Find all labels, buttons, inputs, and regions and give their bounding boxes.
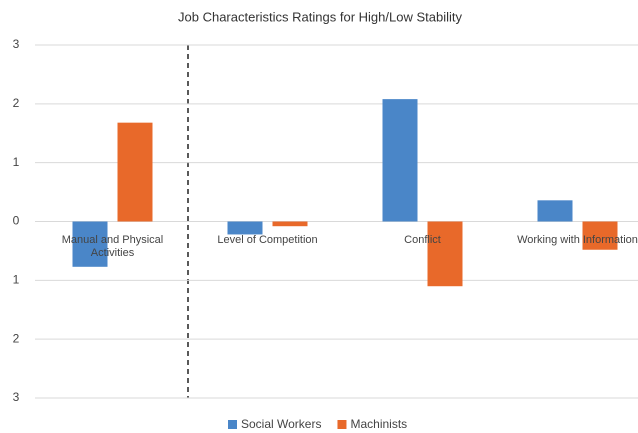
legend-label: Machinists: [350, 417, 407, 431]
bar: [427, 221, 463, 287]
bar: [582, 221, 618, 250]
x-tick-label: Conflict: [404, 233, 441, 246]
y-tick-label: 1: [13, 273, 20, 287]
y-tick-label: 1: [13, 155, 20, 169]
y-tick-label: 0: [13, 214, 20, 228]
x-tick-label: Working with Information: [517, 233, 638, 246]
bar: [72, 221, 108, 267]
y-tick-label: 2: [13, 331, 20, 345]
bar: [382, 99, 418, 222]
x-tick-label: Level of Competition: [217, 233, 318, 246]
legend-swatch: [228, 420, 237, 429]
chart-title: Job Characteristics Ratings for High/Low…: [178, 9, 462, 24]
x-tick-label: Manual and Physical Activities: [61, 233, 164, 259]
y-tick-label: 2: [13, 96, 20, 110]
bar: [117, 122, 153, 222]
bar: [227, 221, 263, 235]
y-tick-label: 3: [13, 390, 20, 404]
y-tick-label: 3: [13, 37, 20, 51]
bar: [272, 221, 308, 227]
bar: [537, 200, 573, 222]
legend-swatch: [337, 420, 347, 429]
legend-label: Social Workers: [241, 417, 321, 431]
